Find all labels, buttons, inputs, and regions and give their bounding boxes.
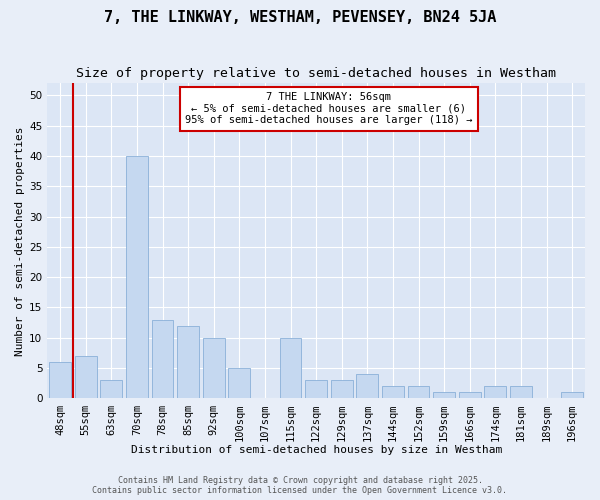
Title: Size of property relative to semi-detached houses in Westham: Size of property relative to semi-detach… <box>76 68 556 80</box>
Bar <box>433 392 455 398</box>
Bar <box>177 326 199 398</box>
Bar <box>562 392 583 398</box>
Bar <box>203 338 224 398</box>
Bar <box>152 320 173 398</box>
Text: 7 THE LINKWAY: 56sqm
← 5% of semi-detached houses are smaller (6)
95% of semi-de: 7 THE LINKWAY: 56sqm ← 5% of semi-detach… <box>185 92 473 126</box>
Bar <box>356 374 378 398</box>
Text: Contains HM Land Registry data © Crown copyright and database right 2025.
Contai: Contains HM Land Registry data © Crown c… <box>92 476 508 495</box>
Bar <box>280 338 301 398</box>
Bar <box>484 386 506 398</box>
Bar <box>407 386 430 398</box>
Y-axis label: Number of semi-detached properties: Number of semi-detached properties <box>15 126 25 356</box>
Bar <box>331 380 353 398</box>
Bar <box>510 386 532 398</box>
X-axis label: Distribution of semi-detached houses by size in Westham: Distribution of semi-detached houses by … <box>131 445 502 455</box>
Text: 7, THE LINKWAY, WESTHAM, PEVENSEY, BN24 5JA: 7, THE LINKWAY, WESTHAM, PEVENSEY, BN24 … <box>104 10 496 25</box>
Bar <box>49 362 71 399</box>
Bar <box>305 380 327 398</box>
Bar <box>459 392 481 398</box>
Bar <box>382 386 404 398</box>
Bar <box>100 380 122 398</box>
Bar <box>229 368 250 398</box>
Bar <box>75 356 97 399</box>
Bar <box>126 156 148 398</box>
